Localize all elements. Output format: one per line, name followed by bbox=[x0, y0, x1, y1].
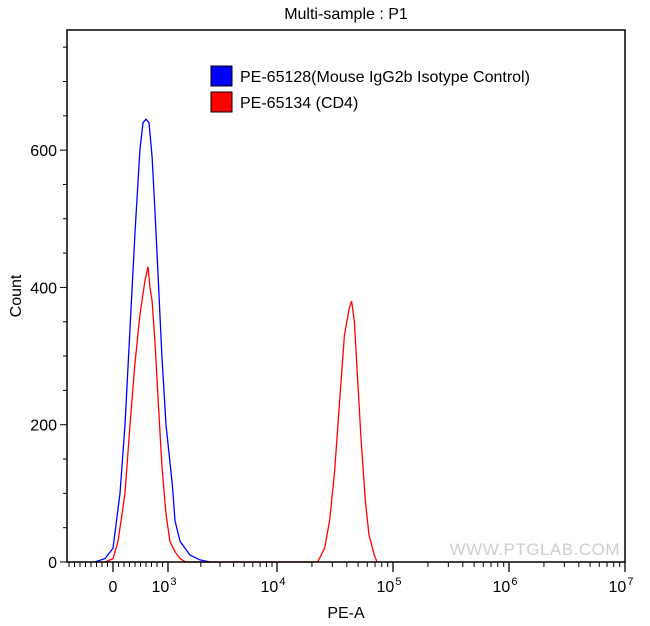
legend-label: PE-65128(Mouse IgG2b Isotype Control) bbox=[240, 69, 530, 86]
x-tick-exponent: 4 bbox=[279, 576, 285, 588]
x-tick-label: 105 bbox=[377, 576, 402, 596]
series-line-0 bbox=[94, 118, 211, 563]
chart-title: Multi-sample : P1 bbox=[284, 6, 408, 23]
plot-frame bbox=[66, 29, 626, 563]
x-tick-exponent: 6 bbox=[511, 576, 517, 588]
x-tick-exponent: 3 bbox=[170, 576, 176, 588]
watermark: WWW.PTGLAB.COM bbox=[450, 540, 620, 559]
x-tick-label: 103 bbox=[152, 576, 177, 596]
x-tick-label: 0 bbox=[109, 579, 118, 596]
legend-swatch bbox=[210, 65, 233, 87]
x-tick-exponent: 5 bbox=[395, 576, 401, 588]
x-tick-label: 104 bbox=[261, 576, 286, 596]
y-axis-label: Count bbox=[8, 274, 25, 317]
legend: PE-65128(Mouse IgG2b Isotype Control) PE-… bbox=[210, 65, 530, 113]
series-line-1 bbox=[104, 266, 378, 563]
x-tick-label: 106 bbox=[493, 576, 518, 596]
y-tick-label: 600 bbox=[30, 143, 57, 160]
y-tick-label: 200 bbox=[30, 418, 57, 435]
x-tick-label: 107 bbox=[609, 576, 634, 596]
y-tick-label: 400 bbox=[30, 280, 57, 297]
legend-label: PE-65134 (CD4) bbox=[240, 95, 358, 112]
legend-swatch bbox=[210, 91, 233, 113]
x-axis-label: PE-A bbox=[327, 605, 365, 622]
y-tick-label: 0 bbox=[48, 555, 57, 572]
x-tick-exponent: 7 bbox=[627, 576, 633, 588]
